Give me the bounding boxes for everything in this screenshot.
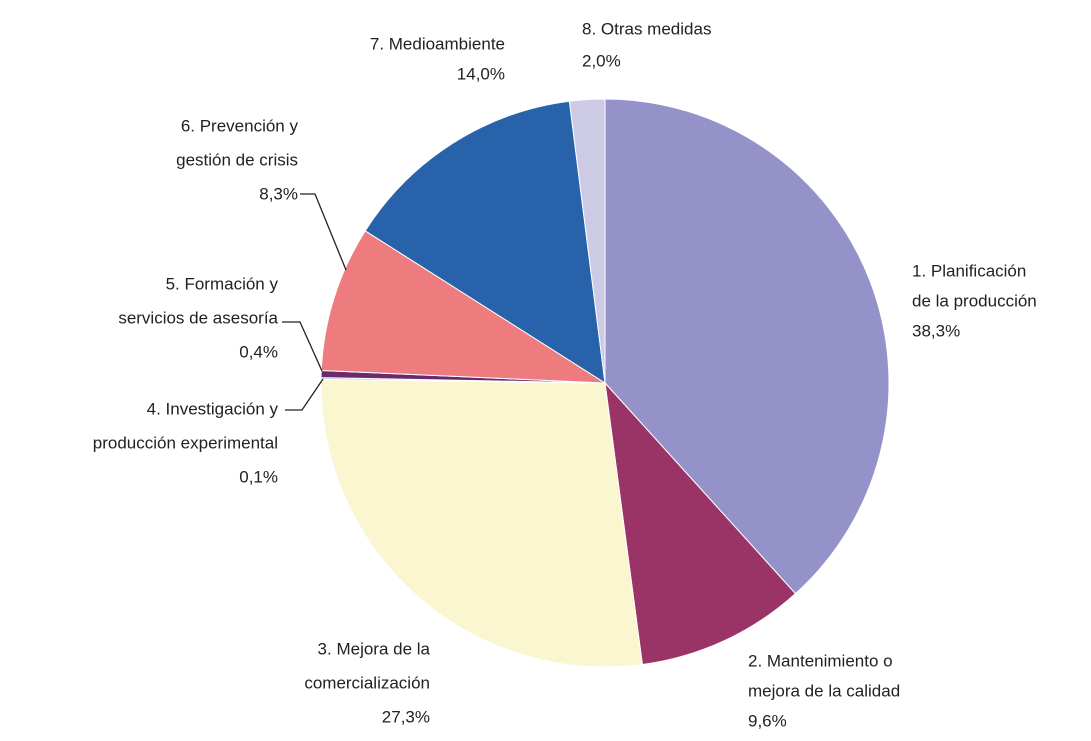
pie-slice: [320, 230, 607, 384]
slice-label: mejora de la calidad: [748, 681, 900, 700]
value-label: 38,3%: [912, 321, 960, 340]
leader-line: [282, 321, 323, 372]
pie-slice: [568, 98, 606, 384]
slice-label: producción experimental: [93, 433, 278, 452]
pie-slice: [604, 98, 890, 595]
slice-label: 8. Otras medidas: [582, 19, 711, 38]
pie-slice: [364, 100, 606, 384]
slice-label: 5. Formación y: [166, 274, 279, 293]
slice-label: 7. Medioambiente: [370, 34, 505, 53]
slice-label: servicios de asesoría: [118, 308, 278, 327]
leader-line: [285, 378, 324, 411]
value-label: 0,4%: [239, 342, 278, 361]
value-label: 8,3%: [259, 184, 298, 203]
slice-label: de la producción: [912, 291, 1037, 310]
slice-label: 1. Planificación: [912, 261, 1026, 280]
value-label: 0,1%: [239, 467, 278, 486]
slice-label: 6. Prevención y: [181, 116, 299, 135]
slice-label: comercialización: [304, 673, 430, 692]
pie: [320, 98, 890, 668]
slice-label: gestión de crisis: [176, 150, 298, 169]
slice-label: 4. Investigación y: [147, 399, 279, 418]
slice-label: 2. Mantenimiento o: [748, 651, 893, 670]
value-label: 2,0%: [582, 51, 621, 70]
value-label: 14,0%: [457, 64, 505, 83]
value-label: 27,3%: [382, 707, 430, 726]
leader-line: [300, 193, 347, 271]
value-label: 9,6%: [748, 711, 787, 730]
pie-slice: [604, 381, 797, 666]
slice-label: 3. Mejora de la: [318, 639, 431, 658]
pie-slice: [320, 378, 643, 668]
